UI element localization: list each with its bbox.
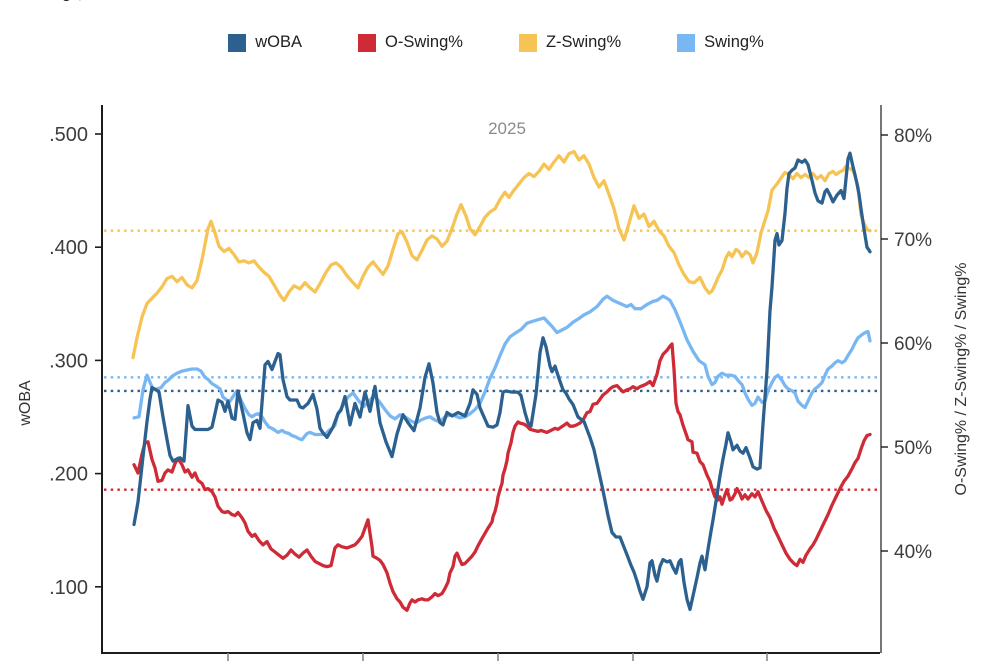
left-axis-tick-label: .500 — [49, 124, 88, 146]
chart-legend: wOBA O-Swing% Z-Swing% Swing% — [0, 33, 992, 52]
right-axis-title: O-Swing% / Z-Swing% / Swing% — [953, 263, 970, 496]
series-line-oswing[interactable] — [132, 342, 872, 612]
legend-swatch-woba-icon — [228, 33, 247, 52]
series-line-zswing[interactable] — [131, 149, 872, 360]
legend-item-oswing[interactable]: O-Swing% — [358, 33, 463, 52]
right-axis-tick-label: 70% — [894, 230, 932, 251]
legend-label: Z-Swing% — [545, 33, 622, 51]
series-line-swing[interactable] — [132, 294, 872, 442]
left-axis-title: wOBA — [17, 380, 34, 427]
left-axis-tick-label: .400 — [49, 237, 88, 259]
left-axis-tick-label: .200 — [49, 464, 88, 486]
legend-swatch-oswing-icon — [358, 33, 376, 52]
legend-label: Swing% — [704, 33, 764, 51]
legend-item-woba[interactable]: wOBA — [228, 33, 302, 52]
legend-item-zswing[interactable]: Z-Swing% — [518, 33, 622, 52]
legend-item-swing[interactable]: Swing% — [677, 33, 764, 52]
cropped-title-fragment: g, — [62, 0, 122, 6]
right-axis-tick-label: 40% — [894, 542, 932, 563]
series-line-woba[interactable] — [132, 151, 872, 612]
legend-swatch-swing-icon — [677, 33, 696, 52]
year-annotation: 2025 — [488, 119, 526, 138]
left-axis-tick-label: .100 — [49, 577, 88, 599]
left-axis-tick-label: .300 — [49, 350, 88, 372]
legend-swatch-zswing-icon — [518, 33, 537, 52]
right-axis-tick-label: 50% — [894, 438, 932, 459]
right-axis-tick-label: 80% — [894, 126, 932, 147]
legend-label: O-Swing% — [385, 33, 463, 51]
right-axis-tick-label: 60% — [894, 334, 932, 355]
legend-label: wOBA — [255, 33, 302, 51]
